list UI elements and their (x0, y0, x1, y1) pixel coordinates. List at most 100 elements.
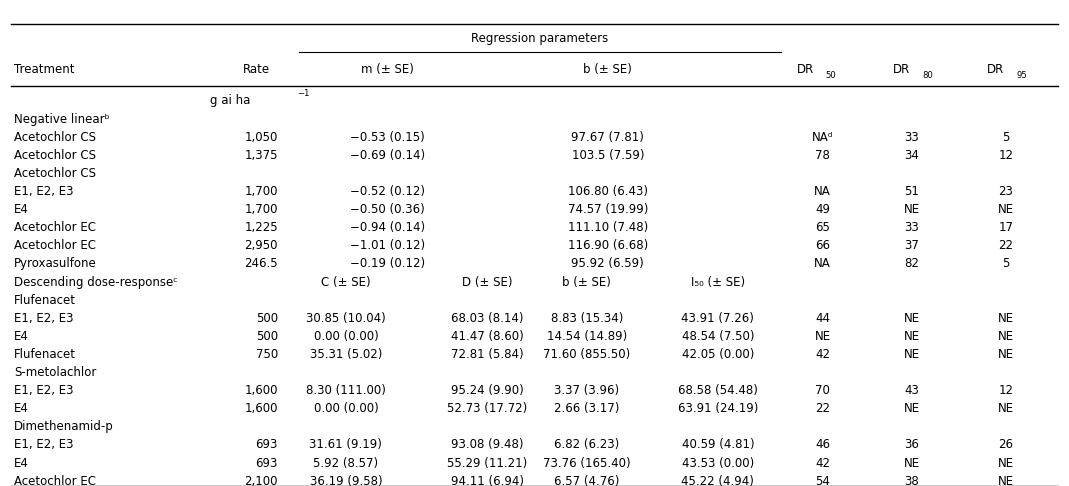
Text: 750: 750 (255, 348, 278, 361)
Text: 51: 51 (904, 185, 919, 198)
Text: −1: −1 (297, 89, 309, 99)
Text: NE: NE (997, 348, 1014, 361)
Text: NE: NE (903, 348, 919, 361)
Text: 49: 49 (815, 203, 831, 216)
Text: NE: NE (997, 475, 1014, 486)
Text: −0.69 (0.14): −0.69 (0.14) (351, 149, 425, 162)
Text: 45.22 (4.94): 45.22 (4.94) (681, 475, 755, 486)
Text: 500: 500 (255, 330, 278, 343)
Text: 71.60 (855.50): 71.60 (855.50) (543, 348, 631, 361)
Text: E1, E2, E3: E1, E2, E3 (14, 312, 74, 325)
Text: 5.92 (8.57): 5.92 (8.57) (313, 456, 378, 469)
Text: 72.81 (5.84): 72.81 (5.84) (451, 348, 524, 361)
Text: 80: 80 (923, 71, 933, 80)
Text: NE: NE (903, 402, 919, 415)
Text: 17: 17 (998, 221, 1013, 234)
Text: NE: NE (903, 330, 919, 343)
Text: NE: NE (997, 203, 1014, 216)
Text: Acetochlor EC: Acetochlor EC (14, 221, 96, 234)
Text: E1, E2, E3: E1, E2, E3 (14, 438, 74, 451)
Text: 43.53 (0.00): 43.53 (0.00) (682, 456, 754, 469)
Text: 42: 42 (815, 348, 831, 361)
Text: 95.24 (9.90): 95.24 (9.90) (451, 384, 524, 397)
Text: 35.31 (5.02): 35.31 (5.02) (310, 348, 382, 361)
Text: 22: 22 (815, 402, 831, 415)
Text: Rate: Rate (244, 63, 270, 76)
Text: 0.00 (0.00): 0.00 (0.00) (313, 402, 378, 415)
Text: 48.54 (7.50): 48.54 (7.50) (682, 330, 754, 343)
Text: 74.57 (19.99): 74.57 (19.99) (568, 203, 648, 216)
Text: Acetochlor EC: Acetochlor EC (14, 240, 96, 252)
Text: E4: E4 (14, 203, 29, 216)
Text: 1,050: 1,050 (245, 131, 278, 144)
Text: 36: 36 (904, 438, 919, 451)
Text: −0.52 (0.12): −0.52 (0.12) (351, 185, 425, 198)
Text: 34: 34 (904, 149, 919, 162)
Text: 38: 38 (904, 475, 919, 486)
Text: 14.54 (14.89): 14.54 (14.89) (546, 330, 628, 343)
Text: Dimethenamid-p: Dimethenamid-p (14, 420, 113, 434)
Text: NE: NE (815, 330, 831, 343)
Text: 42: 42 (815, 456, 831, 469)
Text: 693: 693 (255, 456, 278, 469)
Text: 42.05 (0.00): 42.05 (0.00) (682, 348, 754, 361)
Text: 1,700: 1,700 (245, 203, 278, 216)
Text: 8.30 (111.00): 8.30 (111.00) (306, 384, 386, 397)
Text: b (± SE): b (± SE) (584, 63, 632, 76)
Text: NE: NE (997, 330, 1014, 343)
Text: Acetochlor CS: Acetochlor CS (14, 167, 96, 180)
Text: 95.92 (6.59): 95.92 (6.59) (572, 258, 645, 270)
Text: 5: 5 (1003, 258, 1009, 270)
Text: NA: NA (815, 258, 831, 270)
Text: 2.66 (3.17): 2.66 (3.17) (554, 402, 620, 415)
Text: NE: NE (903, 312, 919, 325)
Text: b (± SE): b (± SE) (562, 276, 611, 289)
Text: 12: 12 (998, 384, 1013, 397)
Text: 1,700: 1,700 (245, 185, 278, 198)
Text: 46: 46 (815, 438, 831, 451)
Text: −1.01 (0.12): −1.01 (0.12) (351, 240, 425, 252)
Text: 23: 23 (998, 185, 1013, 198)
Text: 8.83 (15.34): 8.83 (15.34) (551, 312, 623, 325)
Text: 246.5: 246.5 (244, 258, 278, 270)
Text: 1,225: 1,225 (244, 221, 278, 234)
Text: 95: 95 (1017, 71, 1027, 80)
Text: E4: E4 (14, 456, 29, 469)
Text: 106.80 (6.43): 106.80 (6.43) (568, 185, 648, 198)
Text: 500: 500 (255, 312, 278, 325)
Text: Pyroxasulfone: Pyroxasulfone (14, 258, 96, 270)
Text: 1,375: 1,375 (245, 149, 278, 162)
Text: −0.50 (0.36): −0.50 (0.36) (351, 203, 425, 216)
Text: NE: NE (997, 402, 1014, 415)
Text: 40.59 (4.81): 40.59 (4.81) (682, 438, 754, 451)
Text: E1, E2, E3: E1, E2, E3 (14, 185, 74, 198)
Text: I₅₀ (± SE): I₅₀ (± SE) (691, 276, 745, 289)
Text: −0.53 (0.15): −0.53 (0.15) (351, 131, 425, 144)
Text: DR: DR (987, 63, 1004, 76)
Text: 3.37 (3.96): 3.37 (3.96) (555, 384, 619, 397)
Text: 44: 44 (815, 312, 831, 325)
Text: C (± SE): C (± SE) (321, 276, 371, 289)
Text: E4: E4 (14, 330, 29, 343)
Text: 30.85 (10.04): 30.85 (10.04) (306, 312, 386, 325)
Text: 63.91 (24.19): 63.91 (24.19) (678, 402, 758, 415)
Text: NE: NE (903, 203, 919, 216)
Text: 68.03 (8.14): 68.03 (8.14) (451, 312, 524, 325)
Text: 33: 33 (904, 131, 919, 144)
Text: Acetochlor CS: Acetochlor CS (14, 131, 96, 144)
Text: DR: DR (796, 63, 814, 76)
Text: 1,600: 1,600 (245, 402, 278, 415)
Text: 94.11 (6.94): 94.11 (6.94) (451, 475, 524, 486)
Text: 54: 54 (816, 475, 830, 486)
Text: 41.47 (8.60): 41.47 (8.60) (451, 330, 524, 343)
Text: Regression parameters: Regression parameters (471, 32, 608, 45)
Text: −0.94 (0.14): −0.94 (0.14) (351, 221, 425, 234)
Text: D (± SE): D (± SE) (462, 276, 513, 289)
Text: 65: 65 (816, 221, 830, 234)
Text: 6.57 (4.76): 6.57 (4.76) (554, 475, 620, 486)
Text: 116.90 (6.68): 116.90 (6.68) (568, 240, 648, 252)
Text: NE: NE (997, 312, 1014, 325)
Text: 97.67 (7.81): 97.67 (7.81) (572, 131, 645, 144)
Text: 22: 22 (998, 240, 1013, 252)
Text: m (± SE): m (± SE) (361, 63, 415, 76)
